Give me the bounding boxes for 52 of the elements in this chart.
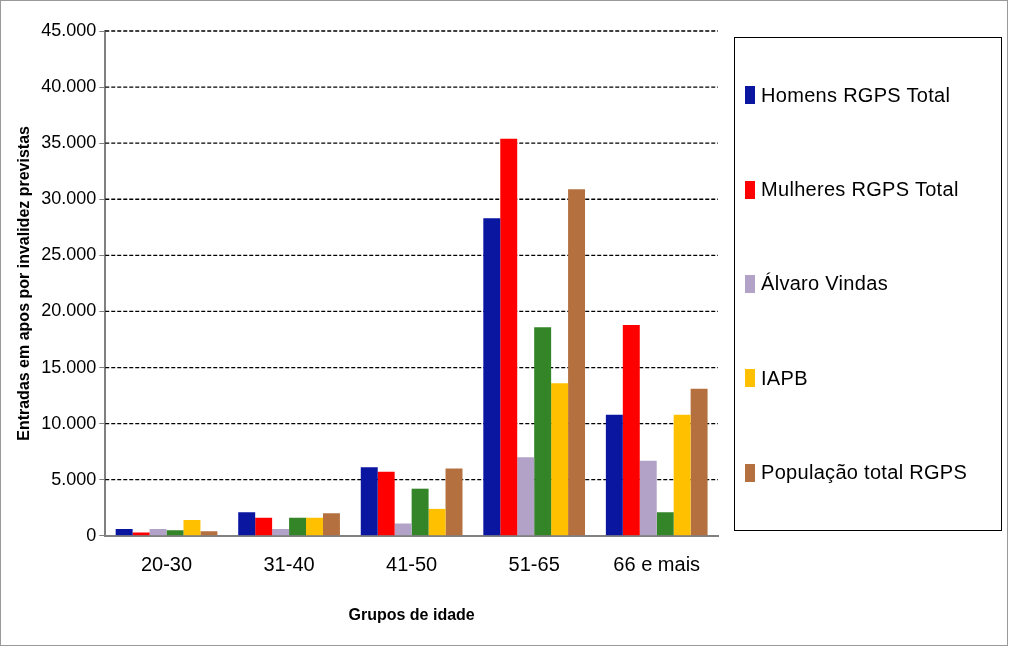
legend-label: Homens RGPS Total [761,83,951,107]
bar [534,327,552,536]
bar [568,189,586,536]
bar [183,520,201,536]
bar [690,388,708,536]
y-tick-label: 25.000 [41,244,97,265]
bar [445,468,463,536]
bar [605,414,623,536]
bar [360,467,378,536]
y-tick-label: 20.000 [41,300,97,321]
legend-label: Álvaro Vindas [761,272,888,296]
x-tick-label: 41-50 [386,553,438,576]
bar [166,530,184,536]
bar [149,529,167,536]
bar [428,508,446,536]
bar [551,383,569,536]
x-tick-label: 51-65 [508,553,560,576]
legend-label: Mulheres RGPS Total [761,178,959,202]
y-tick-label: 30.000 [41,188,97,209]
bar [200,531,218,536]
y-tick-label: 15.000 [41,356,97,377]
x-tick-label: 20-30 [140,553,193,576]
x-axis-title: Grupos de idade [348,605,475,623]
bar [289,517,307,536]
y-tick-label: 40.000 [41,76,97,97]
y-axis-title: Entradas em apos por invalidez previstas [15,125,33,441]
bar [272,529,290,536]
y-tick-label: 5.000 [51,468,97,489]
bar [306,517,323,536]
bar [322,513,340,536]
bar [394,523,412,536]
bar [673,414,691,536]
bar [500,138,518,536]
y-tick-label: 0 [86,524,97,545]
x-tick-label: 31-40 [263,553,315,576]
legend-label: IAPB [761,366,808,390]
bar [639,460,657,536]
bar [656,512,674,536]
bar [483,218,501,536]
bar [132,532,150,536]
x-tick-label: 66 e mais [613,553,701,576]
y-tick-label: 10.000 [41,412,97,433]
bar [377,471,395,536]
bar [411,488,429,536]
bar [517,457,535,536]
bar [255,517,273,536]
y-tick-label: 35.000 [41,132,97,153]
bar [115,529,133,536]
y-tick-label: 45.000 [41,19,97,40]
bar [238,512,256,536]
bar [622,324,640,536]
legend-label: População total RGPS [761,461,968,485]
